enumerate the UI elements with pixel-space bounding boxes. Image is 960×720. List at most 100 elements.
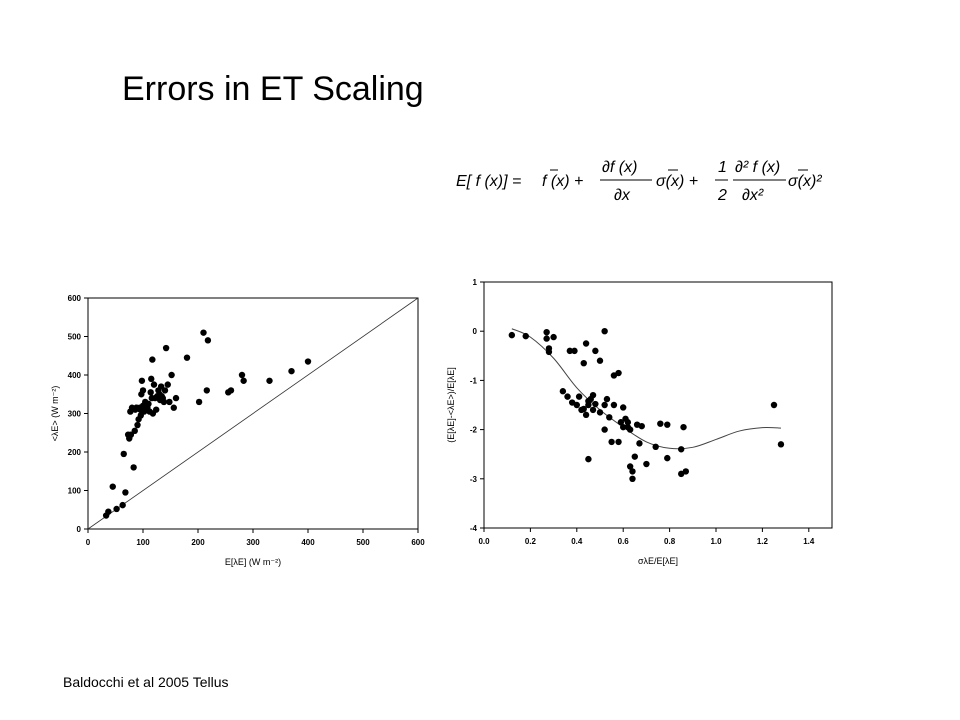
left-xtick-label: 400	[301, 538, 315, 547]
right-data-point	[626, 426, 634, 433]
right-ytick-label: 0	[473, 327, 478, 336]
right-data-point	[543, 328, 550, 336]
left-data-point	[145, 400, 152, 408]
left-xtick-label: 200	[191, 538, 205, 547]
right-y-axis-label: (E[λE]-<λE>)/E[λE]	[446, 367, 456, 443]
right-data-point	[559, 388, 567, 395]
left-one-to-one-line	[87, 297, 419, 530]
left-data-point	[160, 398, 168, 406]
equation-term1: f (x) +	[542, 173, 583, 190]
left-data-point	[304, 358, 312, 365]
equation-half-den: 2	[717, 187, 727, 204]
right-data-point	[664, 454, 671, 462]
left-data-point	[183, 354, 191, 361]
right-data-point	[629, 475, 636, 482]
right-data-point	[777, 441, 785, 448]
left-data-point	[162, 344, 170, 352]
right-data-point	[610, 401, 618, 409]
right-ytick-label: -3	[470, 475, 478, 484]
right-ytick-label: -1	[470, 376, 478, 385]
left-data-point	[120, 450, 127, 458]
left-xtick-label: 600	[411, 538, 425, 547]
equation-half-num: 1	[718, 159, 727, 176]
right-ytick-label: -4	[470, 524, 478, 533]
right-data-point	[620, 404, 627, 411]
right-data-point	[678, 446, 685, 453]
right-xtick-label: 1.0	[710, 537, 722, 546]
right-data-point	[664, 421, 671, 428]
right-data-point	[589, 406, 597, 414]
equation-lhs: E[ f (x)] =	[456, 173, 521, 190]
right-xtick-label: 1.2	[757, 537, 769, 546]
right-data-point	[601, 401, 608, 409]
left-data-point	[164, 381, 171, 388]
right-data-point	[680, 423, 687, 431]
left-data-point	[166, 398, 173, 406]
left-data-point	[266, 377, 273, 384]
left-xtick-label: 500	[356, 538, 370, 547]
left-xtick-label: 100	[136, 538, 150, 547]
left-data-point	[161, 387, 169, 394]
right-data-point	[657, 420, 664, 427]
left-data-point	[240, 377, 247, 384]
left-data-point	[238, 371, 246, 379]
right-data-point	[564, 393, 571, 400]
left-data-point	[227, 387, 235, 394]
right-data-point	[615, 438, 622, 446]
left-ytick-label: 0	[77, 525, 82, 534]
right-data-point	[631, 453, 638, 460]
right-data-point	[617, 419, 625, 426]
left-data-point	[288, 367, 295, 375]
left-data-point	[200, 329, 207, 336]
right-data-point	[585, 455, 592, 463]
left-y-axis-label: <λE> (W m⁻²)	[50, 386, 60, 442]
right-data-point	[596, 409, 604, 416]
left-data-point	[131, 427, 138, 435]
left-data-point	[170, 404, 177, 411]
right-data-point	[543, 335, 550, 342]
equation-den1: ∂x	[614, 187, 631, 204]
right-xtick-label: 0.0	[478, 537, 490, 546]
right-data-point	[643, 460, 650, 468]
left-data-point	[168, 371, 175, 379]
left-xtick-label: 300	[246, 538, 260, 547]
left-data-point	[172, 394, 180, 402]
left-data-point	[149, 356, 156, 363]
right-data-point	[652, 443, 659, 451]
equation-sigma2: σ(x)²	[788, 173, 822, 190]
right-data-point	[592, 347, 599, 355]
right-plot-frame	[483, 281, 833, 529]
chart-right-scatter: 0.0 0.2 0.4 0.6 0.8 1.0 1.2 1.4 1 0 -1 -2 -3 -4 σλE/E[…	[446, 278, 833, 566]
right-data-point	[522, 332, 529, 340]
right-data-point	[582, 340, 590, 347]
right-data-point	[596, 357, 604, 364]
left-data-point	[139, 387, 147, 394]
equation-num2: ∂² f (x)	[735, 159, 780, 176]
right-data-point	[624, 419, 632, 426]
left-data-point	[195, 398, 203, 406]
right-xtick-label: 0.8	[664, 537, 676, 546]
right-ytick-label: -2	[470, 426, 478, 435]
right-data-point	[575, 393, 583, 400]
right-xtick-label: 0.6	[618, 537, 630, 546]
right-data-point	[573, 401, 580, 409]
right-data-point	[606, 414, 613, 421]
right-data-point	[601, 328, 608, 335]
right-fit-curve	[511, 328, 781, 450]
expectation-equation: E[ f (x)] = f (x) + ∂f (x) ∂x σ(x) + 1 2…	[456, 159, 822, 204]
left-ytick-label: 200	[68, 448, 82, 457]
left-x-axis-label: E[λE] (W m⁻²)	[225, 557, 281, 567]
right-data-point	[550, 333, 557, 341]
right-data-point	[589, 391, 597, 399]
right-data-point	[608, 438, 615, 446]
left-xtick-label: 0	[86, 538, 91, 547]
right-data-point	[615, 369, 622, 377]
right-data-point	[603, 395, 611, 403]
right-ytick-label: 1	[473, 278, 478, 287]
chart-left-scatter: 0 100 200 300 400 500 600 0 100 200 300 400 500 600 E[…	[50, 294, 425, 567]
right-data-point	[636, 440, 643, 447]
left-data-point	[113, 505, 120, 513]
right-data-point	[626, 463, 634, 470]
left-data-point	[134, 421, 141, 429]
right-data-point	[580, 359, 587, 367]
